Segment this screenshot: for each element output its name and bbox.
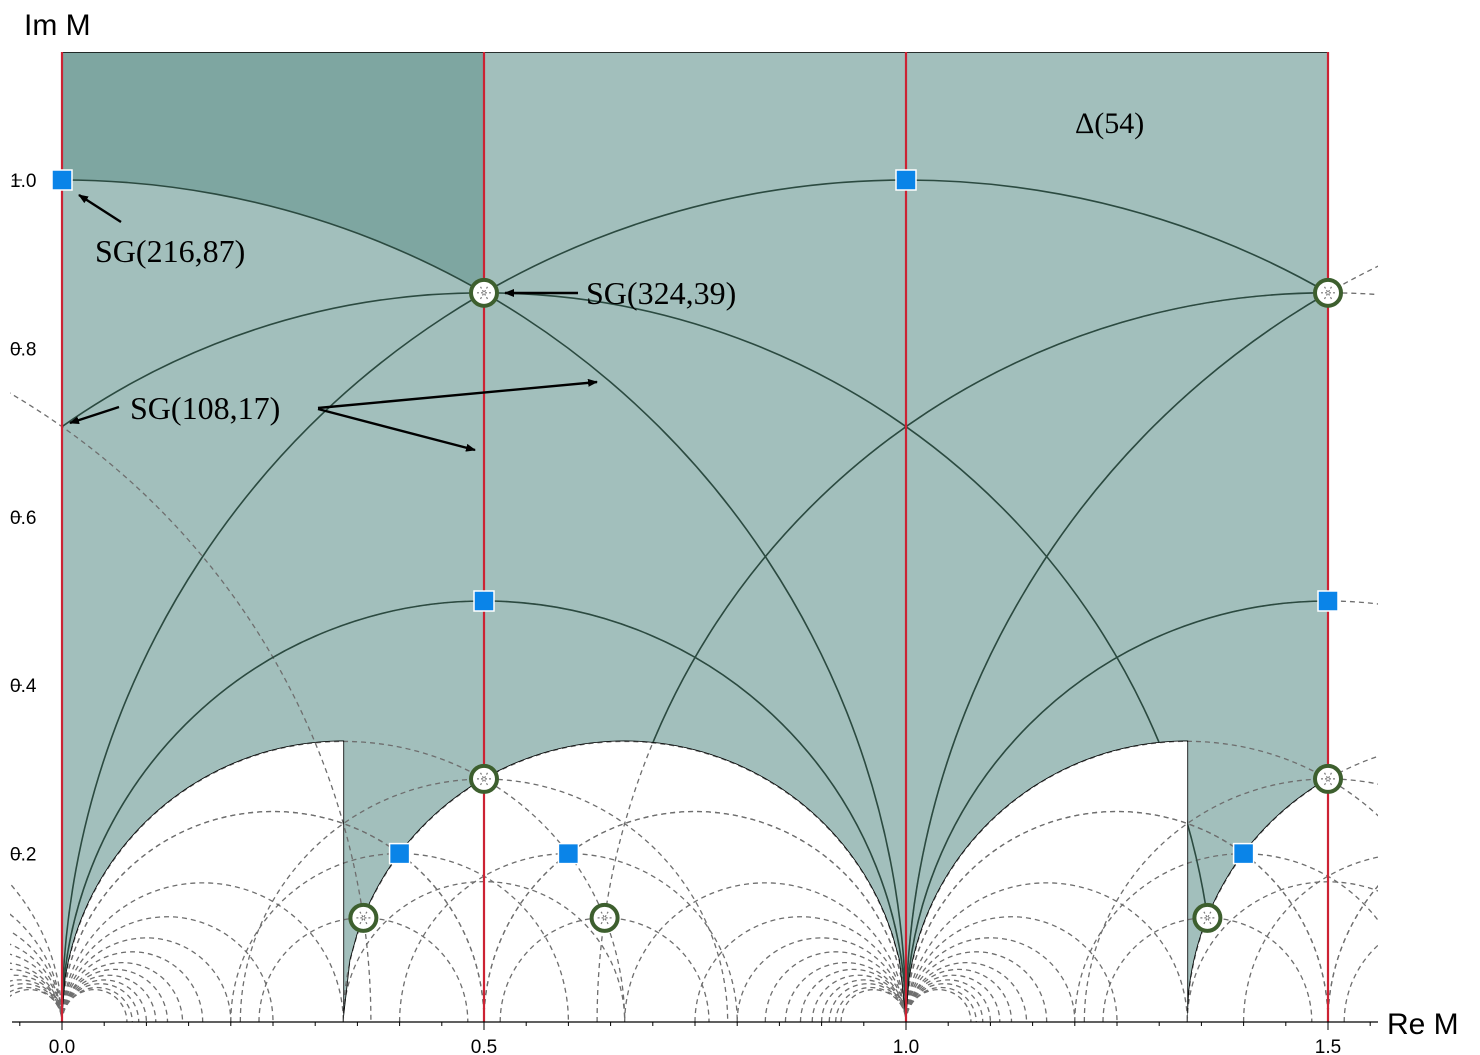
dashed-arc (624, 882, 907, 1023)
circle-marker (348, 902, 379, 933)
y-tick-label: 1.0 (10, 171, 36, 192)
dashed-arc (230, 853, 570, 1023)
circle-marker (1313, 763, 1343, 794)
circle-marker (1313, 277, 1343, 308)
dashed-arc (820, 979, 907, 1023)
circle-marker (469, 763, 499, 794)
dashed-arc (61, 937, 232, 1023)
dashed-arc (905, 916, 1118, 1023)
square-marker (895, 169, 917, 191)
dashed-arc (61, 974, 157, 1023)
annotation-arrow-sg108-arc (317, 378, 598, 410)
solid-arc (62, 179, 907, 1022)
dashed-arc (905, 810, 1329, 1023)
region-label: Δ(54) (1075, 107, 1144, 140)
dashed-arc (398, 853, 738, 1023)
dashed-arc (61, 916, 274, 1023)
square-marker (473, 590, 495, 612)
dashed-arc (799, 968, 907, 1023)
annotation-sg108: SG(108,17) (130, 390, 280, 426)
circle-marker (1192, 902, 1223, 933)
circle-marker (589, 902, 620, 933)
dashed-arc (1083, 778, 1378, 1023)
dashed-arc (1242, 856, 1378, 1023)
dashed-arc (1469, 883, 1480, 1022)
y-tick-label: 0.6 (10, 508, 36, 529)
dashed-arc (905, 983, 984, 1023)
square-marker (388, 842, 411, 865)
annotation-arrow-sg216 (78, 193, 122, 224)
dashed-arc (10, 392, 372, 1023)
dashed-arc (10, 986, 63, 1023)
dashed-arc (10, 953, 63, 1023)
dashed-arc (905, 974, 1001, 1023)
dashed-arc (1343, 944, 1378, 1023)
y-tick-label: 0.2 (10, 845, 36, 866)
y-tick-label: 0.4 (10, 676, 37, 697)
x-tick-label: 1.5 (1315, 1037, 1341, 1055)
dashed-arc (10, 930, 63, 1023)
dashed-arc (905, 882, 1188, 1023)
annotation-sg324: SG(324,39) (586, 275, 736, 311)
square-marker (557, 842, 580, 865)
dashed-arc (483, 810, 907, 1023)
annotations: SG(216,87) SG(324,39) SG(108,17) (69, 193, 736, 452)
y-axis-label: Im M (24, 9, 91, 42)
dashed-arc (905, 988, 972, 1023)
dashed-arc (61, 951, 204, 1023)
fixed-point-markers (51, 169, 1343, 933)
dashed-arc (840, 988, 907, 1023)
y-tick-labels: 0.2 0.4 0.6 0.8 1.0 (10, 171, 37, 866)
dashed-arc (1327, 885, 1378, 1023)
dashed-arc (905, 951, 1048, 1023)
dashed-arc (258, 917, 469, 1023)
dashed-arc (10, 979, 63, 1023)
dashed-arc (10, 882, 63, 1023)
annotation-arrow-sg108-left (69, 405, 120, 425)
square-marker (1232, 842, 1255, 865)
solid-arc (905, 600, 1328, 1022)
x-tick-label: 1.0 (893, 1037, 919, 1055)
dashed-arc (10, 913, 63, 1023)
dashed-arc (784, 961, 907, 1023)
dashed-arc (61, 986, 133, 1023)
dashed-arc (499, 917, 710, 1023)
y-tick-label: 0.8 (10, 339, 36, 360)
dashed-arc (61, 983, 140, 1023)
dashed-arc (61, 968, 169, 1023)
annotation-sg216: SG(216,87) (95, 233, 245, 269)
dashed-arc (811, 974, 907, 1023)
square-marker (1317, 590, 1339, 612)
square-marker (51, 169, 73, 191)
dashed-arc (61, 810, 485, 1023)
fundamental-domain (62, 52, 484, 293)
solid-arc (905, 179, 1328, 1022)
x-minor-ticks (19, 1022, 1371, 1030)
dashed-arc (1327, 885, 1378, 1023)
x-tick-label: 0.5 (471, 1037, 497, 1055)
dashed-arc (1102, 917, 1313, 1023)
dashed-arc (694, 916, 907, 1023)
dashed-arc (10, 943, 63, 1023)
dashed-arc (905, 986, 977, 1023)
x-tick-labels: 0.0 0.5 1.0 1.5 (49, 1037, 1341, 1055)
x-axis-label: Re M (1387, 1008, 1459, 1041)
red-lines (60, 52, 1330, 1022)
dashed-arc (10, 983, 63, 1023)
dashed-arc (764, 951, 907, 1023)
dashed-arc (1074, 853, 1378, 1023)
dashed-arc (736, 937, 907, 1023)
dashed-arc (905, 937, 1076, 1023)
annotation-arrow-sg108-line (317, 407, 476, 452)
dashed-arc (61, 988, 128, 1023)
dashed-arc (61, 882, 344, 1023)
dashed-arc (835, 986, 907, 1023)
circle-marker (469, 277, 499, 308)
axes: 0.0 0.5 1.0 1.5 0.2 0.4 0.6 0.8 1.0 Re M Im M (10, 9, 1459, 1055)
shaded-region (62, 52, 1328, 1022)
x-tick-label: 0.0 (49, 1037, 75, 1055)
dashed-arc (905, 968, 1013, 1023)
